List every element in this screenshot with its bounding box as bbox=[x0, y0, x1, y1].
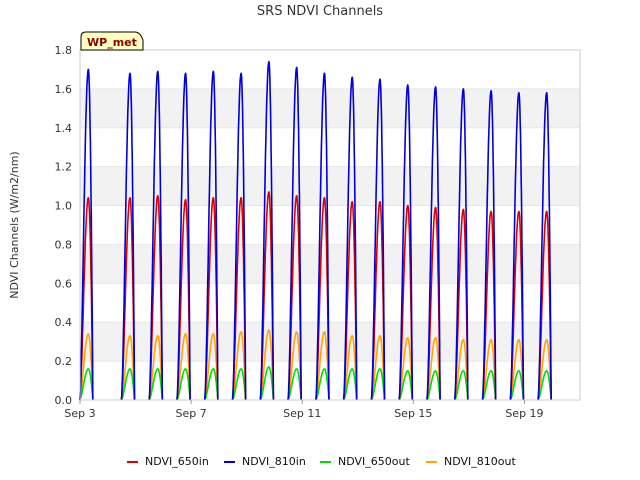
series-NDVI_810out bbox=[78, 329, 552, 401]
series-NDVI_650out bbox=[79, 366, 552, 401]
y-tick-label: 0.4 bbox=[55, 316, 73, 329]
y-tick-label: 1.8 bbox=[55, 44, 73, 57]
day-curve-NDVI_810out bbox=[203, 333, 219, 401]
day-curve-NDVI_810out bbox=[537, 338, 552, 401]
x-tick-label: Sep 19 bbox=[505, 407, 543, 420]
plot-frame bbox=[79, 49, 581, 401]
legend: NDVI_650in NDVI_810in NDVI_650out NDVI_810o… bbox=[127, 455, 516, 468]
y-tick-label: 1.4 bbox=[55, 122, 73, 135]
y-tick-label: 1.6 bbox=[55, 83, 73, 96]
day-curve-NDVI_810out bbox=[426, 336, 441, 401]
station-badge: WP_met bbox=[80, 31, 144, 51]
series-layer bbox=[78, 60, 552, 401]
day-curve-NDVI_650out bbox=[259, 366, 275, 401]
day-curve-NDVI_810in bbox=[398, 84, 414, 401]
day-curve-NDVI_650out bbox=[79, 368, 94, 401]
legend-label: NDVI_810in bbox=[242, 455, 306, 468]
day-curve-NDVI_650out bbox=[176, 368, 191, 401]
x-tick-label: Sep 3 bbox=[64, 407, 95, 420]
day-curve-NDVI_810in bbox=[287, 66, 302, 401]
chart-title: SRS NDVI Channels bbox=[257, 4, 383, 19]
day-curve-NDVI_810out bbox=[481, 338, 497, 401]
day-curve-NDVI_650out bbox=[287, 368, 302, 401]
day-curve-NDVI_650out bbox=[537, 369, 552, 401]
day-curve-NDVI_810in bbox=[148, 70, 164, 401]
station-badge-label: WP_met bbox=[87, 36, 137, 49]
y-tick-label: 1.0 bbox=[55, 200, 73, 213]
day-curve-NDVI_810out bbox=[148, 334, 164, 401]
day-curve-NDVI_810in bbox=[203, 70, 219, 401]
series-NDVI_810in bbox=[78, 60, 552, 401]
day-curve-NDVI_650out bbox=[204, 368, 219, 401]
day-curve-NDVI_810in bbox=[231, 72, 247, 401]
day-curve-NDVI_810in bbox=[481, 90, 497, 401]
day-curve-NDVI_650out bbox=[426, 369, 441, 401]
day-curve-NDVI_810out bbox=[176, 333, 191, 401]
grid-band bbox=[80, 88, 580, 128]
day-curve-NDVI_650out bbox=[315, 368, 330, 401]
x-axis-ticks: Sep 3 Sep 7 Sep 11 Sep 15 Sep 19 bbox=[64, 400, 544, 420]
day-curve-NDVI_810out bbox=[342, 334, 358, 401]
plot-background-bands bbox=[80, 50, 580, 400]
day-curve-NDVI_810out bbox=[231, 331, 247, 401]
day-curve-NDVI_650out bbox=[231, 368, 247, 401]
day-curve-NDVI_650out bbox=[370, 368, 386, 401]
day-curve-NDVI_650out bbox=[398, 369, 414, 401]
legend-item-NDVI_810out: NDVI_810out bbox=[426, 455, 516, 468]
station-badge-shape bbox=[80, 31, 144, 51]
day-curve-NDVI_810in bbox=[259, 60, 275, 401]
x-tick-label: Sep 11 bbox=[283, 407, 321, 420]
day-curve-NDVI_810in bbox=[342, 76, 358, 401]
day-curve-NDVI_650out bbox=[120, 368, 136, 401]
legend-item-NDVI_810in: NDVI_810in bbox=[224, 455, 306, 468]
legend-item-NDVI_650out: NDVI_650out bbox=[320, 455, 410, 468]
x-tick-label: Sep 7 bbox=[175, 407, 206, 420]
x-tick-label: Sep 15 bbox=[394, 407, 432, 420]
legend-label: NDVI_650in bbox=[145, 455, 209, 468]
day-curve-NDVI_810out bbox=[78, 333, 94, 401]
y-axis-label: NDVI Channels (W/m2/nm) bbox=[8, 151, 21, 298]
grid-band bbox=[80, 244, 580, 284]
legend-label: NDVI_810out bbox=[444, 455, 516, 468]
day-curve-NDVI_810in bbox=[315, 72, 330, 401]
day-curve-NDVI_650out bbox=[148, 368, 164, 401]
legend-label: NDVI_650out bbox=[338, 455, 410, 468]
day-curve-NDVI_810out bbox=[120, 334, 136, 401]
day-curve-NDVI_810in bbox=[370, 78, 386, 401]
day-curve-NDVI_650out bbox=[509, 369, 525, 401]
day-curve-NDVI_810out bbox=[453, 338, 469, 401]
day-curve-NDVI_650out bbox=[481, 369, 497, 401]
day-curve-NDVI_810in bbox=[426, 86, 441, 401]
day-curve-NDVI_810in bbox=[78, 68, 94, 401]
legend-item-NDVI_650in: NDVI_650in bbox=[127, 455, 209, 468]
day-curve-NDVI_650out bbox=[454, 369, 469, 401]
y-tick-label: 0.8 bbox=[55, 238, 73, 251]
day-curve-NDVI_810out bbox=[259, 329, 275, 401]
y-tick-label: 0.0 bbox=[55, 394, 73, 407]
day-curve-NDVI_810out bbox=[509, 338, 525, 401]
y-tick-label: 1.2 bbox=[55, 161, 73, 174]
y-tick-label: 0.2 bbox=[55, 355, 73, 368]
day-curve-NDVI_810out bbox=[287, 331, 302, 401]
grid-band bbox=[80, 322, 580, 362]
day-curve-NDVI_810out bbox=[370, 334, 386, 401]
day-curve-NDVI_650out bbox=[342, 368, 358, 401]
day-curve-NDVI_810in bbox=[120, 72, 136, 401]
day-curve-NDVI_810in bbox=[509, 92, 525, 401]
day-curve-NDVI_810out bbox=[315, 331, 330, 401]
day-curve-NDVI_810out bbox=[398, 336, 414, 401]
y-axis-ticks: 0.0 0.2 0.4 0.6 0.8 1.0 1.2 1.4 1.6 1.8 bbox=[55, 44, 73, 407]
day-curve-NDVI_810in bbox=[176, 72, 191, 401]
day-curve-NDVI_810in bbox=[453, 88, 469, 401]
grid-band bbox=[80, 166, 580, 206]
day-curve-NDVI_810in bbox=[537, 92, 552, 401]
y-tick-label: 0.6 bbox=[55, 277, 73, 290]
